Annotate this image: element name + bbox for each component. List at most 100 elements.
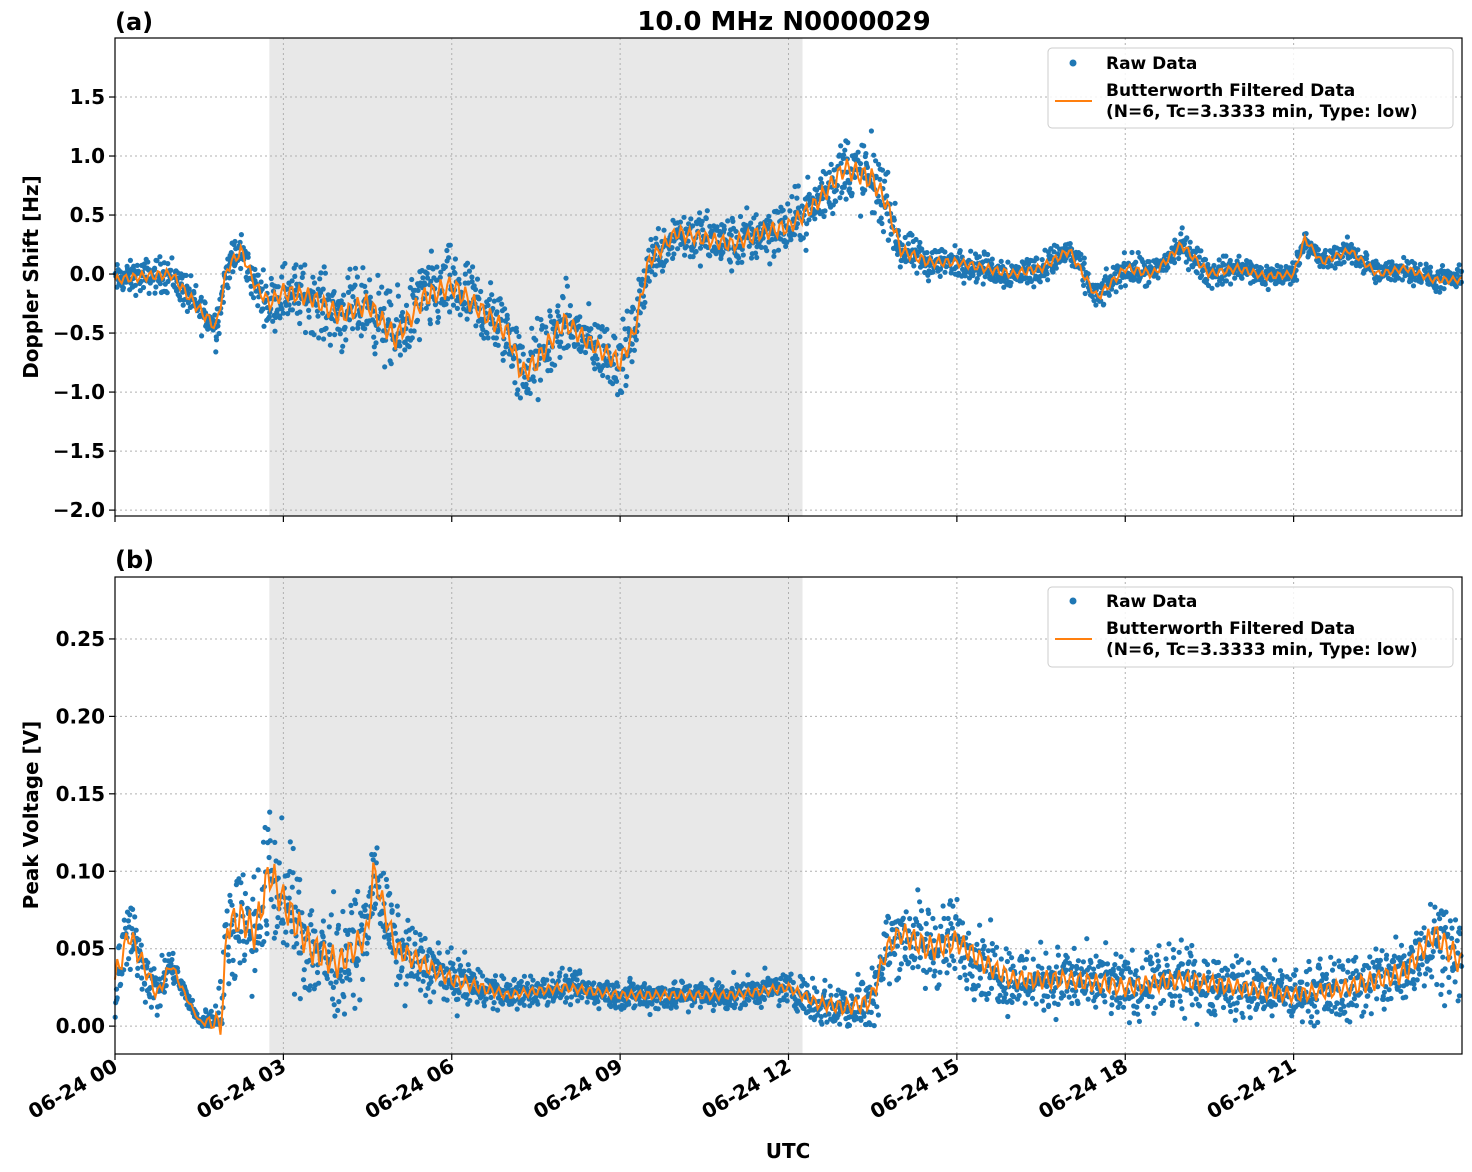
panel-b-raw-point — [297, 996, 303, 1002]
panel-b-raw-point — [1299, 1019, 1305, 1025]
panel-a-raw-point — [1146, 279, 1152, 285]
panel-a-raw-point — [397, 352, 403, 358]
panel-b-raw-point — [946, 962, 952, 968]
panel-a-raw-point — [1103, 266, 1109, 272]
panel-b-raw-point — [954, 896, 960, 903]
panel-a-raw-point — [289, 278, 295, 284]
panel-b-raw-point — [952, 965, 958, 972]
panel-b-raw-point — [1063, 967, 1069, 973]
panel-b-raw-point — [1314, 1009, 1320, 1015]
panel-a-raw-point — [292, 273, 298, 279]
panel-b-raw-point — [127, 966, 133, 973]
panel-b-raw-point — [630, 981, 636, 987]
panel-a-raw-point — [880, 229, 887, 235]
panel-a-raw-point — [427, 321, 433, 327]
panel-b-raw-point — [360, 976, 366, 983]
panel-b-raw-point — [1233, 1007, 1239, 1013]
panel-b-raw-point — [364, 951, 370, 957]
panel-a-raw-point — [566, 313, 573, 319]
panel-b-raw-point — [869, 965, 875, 971]
panel-a-raw-point — [345, 289, 352, 295]
panel-a-raw-point — [320, 310, 326, 316]
panel-a-raw-point — [826, 169, 833, 175]
panel-a-legend-filtered-1: Butterworth Filtered Data — [1106, 81, 1355, 101]
panel-a-raw-point — [154, 258, 160, 264]
panel-a-raw-point — [937, 273, 943, 279]
panel-b-raw-point — [267, 809, 273, 815]
panel-b-raw-point — [1104, 961, 1111, 967]
panel-b-raw-point — [1066, 994, 1072, 1000]
panel-a-raw-point — [420, 275, 426, 281]
panel-b-raw-point — [1055, 1001, 1061, 1008]
panel-a-raw-point — [683, 243, 690, 249]
panel-a-raw-point — [858, 213, 864, 219]
panel-a-raw-point — [582, 349, 589, 356]
panel-a-raw-point — [1129, 249, 1135, 256]
panel-b-raw-point — [915, 964, 921, 970]
panel-b-raw-point — [397, 973, 403, 979]
panel-b-raw-point — [450, 961, 456, 967]
panel-a-raw-point — [1399, 277, 1405, 283]
panel-b-raw-point — [918, 908, 925, 914]
panel-a-ytick-label-6: 1.0 — [70, 144, 105, 168]
panel-a-raw-point — [646, 278, 652, 284]
panel-b-raw-point — [545, 999, 551, 1006]
panel-a-raw-point — [452, 270, 458, 276]
panel-a-raw-point — [434, 264, 440, 270]
panel-b-raw-point — [387, 890, 393, 897]
panel-a-raw-point — [446, 255, 452, 261]
panel-a-raw-point — [885, 237, 892, 243]
panel-b-raw-point — [1043, 950, 1049, 956]
panel-a-raw-point — [260, 306, 266, 312]
panel-b-raw-point — [507, 982, 513, 988]
panel-a-raw-point — [350, 326, 356, 332]
panel-a-raw-point — [693, 248, 699, 255]
panel-b-raw-point — [125, 918, 131, 924]
panel-a-raw-point — [184, 308, 190, 314]
panel-a-raw-point — [736, 255, 742, 261]
panel-b-raw-point — [898, 961, 905, 967]
panel-b-raw-point — [250, 896, 256, 902]
panel-a-raw-point — [515, 387, 521, 393]
panel-a-raw-point — [1133, 259, 1139, 265]
panel-a-raw-point — [1155, 275, 1161, 281]
panel-a-raw-point — [414, 317, 421, 323]
panel-b-raw-point — [331, 889, 337, 895]
panel-a-raw-point — [1209, 285, 1215, 291]
panel-b-raw-point — [491, 1000, 497, 1006]
panel-a-raw-point — [905, 241, 912, 247]
panel-b-raw-point — [1291, 972, 1297, 979]
panel-a-raw-point — [557, 354, 563, 360]
panel-a-raw-point — [137, 288, 143, 294]
panel-b-raw-point — [784, 998, 790, 1004]
panel-a-raw-point — [1184, 235, 1190, 241]
panel-b-raw-point — [351, 928, 357, 934]
panel-a-raw-point — [490, 305, 496, 312]
panel-b-raw-point — [363, 902, 369, 908]
panel-b-raw-point — [945, 928, 951, 934]
panel-b-raw-point — [1224, 967, 1231, 973]
panel-a-raw-point — [646, 247, 652, 253]
panel-a-raw-point — [157, 281, 163, 287]
panel-a-ytick-label-4: 0.0 — [70, 262, 105, 286]
panel-b-raw-point — [1234, 1000, 1240, 1006]
panel-b-raw-point — [353, 962, 360, 969]
panel-b-raw-point — [917, 955, 923, 961]
panel-b-raw-point — [577, 970, 583, 976]
panel-a-raw-point — [599, 324, 605, 330]
panel-b-raw-point — [626, 1001, 632, 1007]
panel-b-raw-point — [1299, 979, 1305, 985]
panel-a-raw-point — [447, 242, 453, 248]
panel-b-raw-point — [1003, 991, 1009, 997]
panel-b-raw-point — [917, 899, 923, 905]
panel-b-raw-point — [1269, 976, 1276, 982]
panel-b-raw-point — [1126, 1020, 1132, 1026]
panel-a-raw-point — [396, 339, 402, 345]
panel-a-raw-point — [1364, 252, 1370, 258]
panel-b-raw-point — [148, 1004, 154, 1010]
panel-b-raw-point — [938, 923, 944, 930]
panel-a-raw-point — [1223, 278, 1229, 284]
panel-a-raw-point — [193, 283, 199, 289]
panel-b-raw-point — [902, 945, 908, 951]
panel-b-raw-point — [998, 956, 1004, 962]
